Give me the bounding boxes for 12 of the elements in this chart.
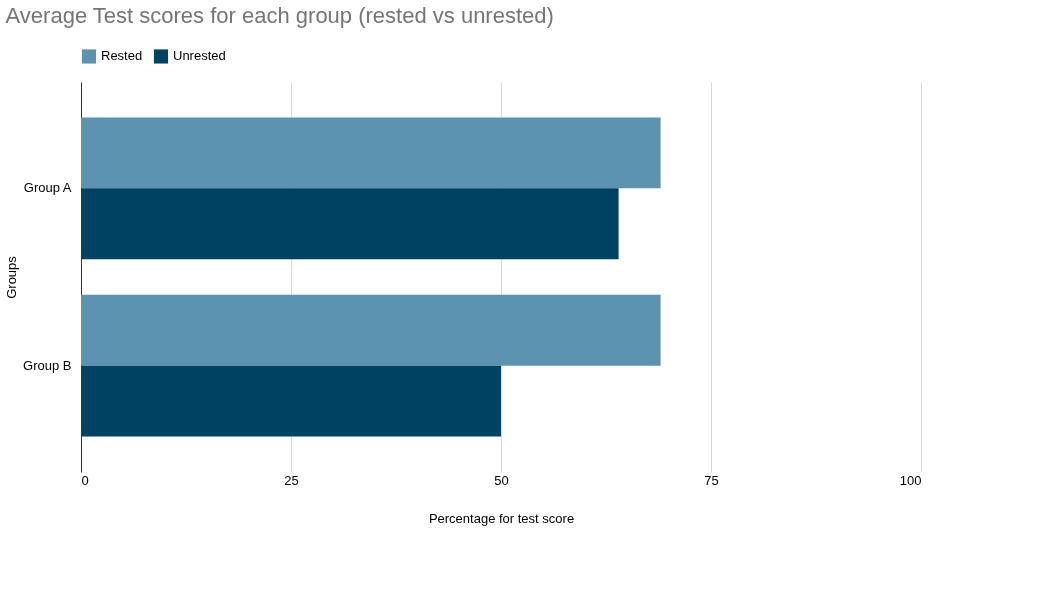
y-axis-title: Groups — [4, 255, 20, 299]
x-tick-label: 100 — [899, 472, 922, 488]
x-tick-label: 75 — [704, 472, 719, 488]
x-tick-label: 25 — [284, 472, 299, 488]
y-tick-label: Group A — [23, 180, 72, 196]
x-tick-label: 50 — [494, 472, 509, 488]
y-tick-label: Group B — [23, 357, 72, 373]
chart-title: Average Test scores for each group (rested vs unrested) — [5, 3, 554, 28]
legend-label: Unrested — [173, 48, 226, 64]
x-axis-title: Percentage for test score — [428, 510, 575, 526]
x-tick-label: 0 — [81, 472, 89, 488]
legend-label: Rested — [101, 48, 143, 64]
